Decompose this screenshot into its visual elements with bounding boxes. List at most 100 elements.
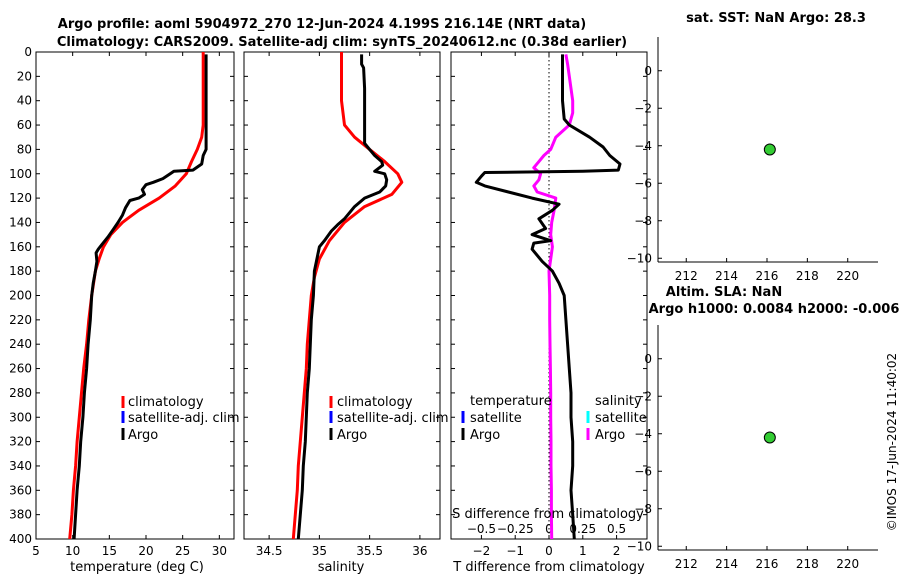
argo-salinity-line	[296, 54, 389, 540]
difference-legend: temperature satellite Argo salinity sate…	[461, 394, 647, 443]
x-tick-label: 10	[65, 544, 80, 558]
x-tick-label: 220	[836, 557, 859, 571]
s-difference-tick-label: −0.5	[467, 522, 496, 536]
x-tick-label: −1	[506, 544, 524, 558]
y-tick-label: 160	[9, 240, 32, 254]
x-tick-label: 0	[545, 544, 553, 558]
y-tick-label: −4	[634, 427, 652, 441]
y-tick-label: 340	[9, 459, 32, 473]
y-tick-label: −8	[634, 214, 652, 228]
x-tick-label: 25	[175, 544, 190, 558]
x-tick-label: 30	[212, 544, 227, 558]
y-tick-label: 0	[644, 64, 652, 78]
y-tick-label: 20	[17, 69, 32, 83]
y-tick-label: 260	[9, 362, 32, 376]
s-difference-tick-label: 0	[545, 522, 553, 536]
y-tick-label: 360	[9, 483, 32, 497]
y-tick-label: −6	[634, 176, 652, 190]
main-title-line1: Argo profile: aoml 5904972_270 12-Jun-20…	[58, 17, 586, 32]
y-tick-label: 280	[9, 386, 32, 400]
y-tick-label: 320	[9, 435, 32, 449]
y-tick-label: 60	[17, 118, 32, 132]
x-tick-label: 216	[756, 269, 779, 283]
legend-t-satellite-label: satellite	[470, 411, 522, 426]
salinity-axis-label: salinity	[318, 560, 365, 575]
legend-climatology-label: climatology	[337, 395, 413, 410]
y-tick-label: −2	[634, 389, 652, 403]
y-tick-label: 0	[24, 45, 32, 59]
y-tick-label: 120	[9, 191, 32, 205]
x-tick-label: 212	[675, 269, 698, 283]
imos-credit: ©IMOS 17-Jun-2024 11:40:02	[885, 353, 899, 531]
x-tick-label: 20	[138, 544, 153, 558]
x-tick-label: 1	[579, 544, 587, 558]
sla-location-marker	[763, 431, 776, 444]
legend-climatology-label: climatology	[128, 395, 204, 410]
legend-s-argo-label: Argo	[595, 428, 625, 443]
argo-temperature-difference-line	[474, 54, 622, 540]
x-tick-label: 5	[32, 544, 40, 558]
y-tick-label: 0	[644, 352, 652, 366]
x-tick-label: 212	[675, 557, 698, 571]
legend-argo-label: Argo	[337, 428, 367, 443]
x-tick-label: 214	[715, 557, 738, 571]
sla-map-panel: 0 −2 −4 −6 −8 −10 212 214 216 218 220	[627, 325, 878, 571]
y-tick-label: 40	[17, 94, 32, 108]
temperature-profile-panel: 0 20 40 60 80 100 120 140 160 180 200 220 240 260 280 3…	[9, 45, 235, 558]
y-tick-label: 180	[9, 264, 32, 278]
legend-s-satellite-label: satellite	[595, 411, 647, 426]
y-tick-label: −4	[634, 139, 652, 153]
s-difference-tick-label: 0.25	[569, 522, 596, 536]
x-tick-label: 36	[412, 544, 427, 558]
y-tick-label: −10	[627, 251, 652, 265]
legend-salinity-heading: salinity	[595, 394, 642, 409]
difference-panel: −2 −1 0 1 2 −0.5 −0.25 0 0.25 0.5	[450, 51, 648, 558]
y-tick-label: 80	[17, 142, 32, 156]
y-tick-label: 140	[9, 215, 32, 229]
y-tick-label: 400	[9, 532, 32, 546]
x-tick-label: 2	[613, 544, 621, 558]
x-tick-label: 218	[796, 557, 819, 571]
sst-location-marker	[763, 143, 776, 156]
s-difference-tick-label: −0.25	[497, 522, 534, 536]
y-tick-label: 220	[9, 313, 32, 327]
y-tick-label: −2	[634, 101, 652, 115]
legend-satellite-label: satellite-adj. clim	[128, 411, 240, 426]
y-tick-label: 240	[9, 337, 32, 351]
t-difference-axis-label: T difference from climatology	[452, 560, 645, 575]
sla-panel-title-line2: Argo h1000: 0.0084 h2000: -0.006	[649, 302, 900, 317]
y-tick-label: 300	[9, 410, 32, 424]
temperature-axis-label: temperature (deg C)	[70, 560, 204, 575]
x-tick-label: −2	[473, 544, 491, 558]
x-tick-label: 35.5	[356, 544, 383, 558]
legend-argo-label: Argo	[128, 428, 158, 443]
y-tick-label: −8	[634, 502, 652, 516]
x-tick-label: 218	[796, 269, 819, 283]
y-tick-label: −10	[627, 539, 652, 553]
sst-map-panel: 0 −2 −4 −6 −8 −10 212 214 216 218 220	[627, 37, 878, 283]
temperature-legend: climatology satellite-adj. clim Argo	[121, 395, 240, 443]
plot-frame	[243, 51, 441, 540]
x-tick-label: 15	[102, 544, 117, 558]
x-tick-label: 34.5	[256, 544, 283, 558]
y-tick-label: 100	[9, 167, 32, 181]
x-tick-label: 220	[836, 269, 859, 283]
y-tick-label: 380	[9, 508, 32, 522]
main-title-line2: Climatology: CARS2009. Satellite-adj cli…	[57, 35, 627, 50]
y-tick-label: 200	[9, 289, 32, 303]
argo-temperature-line	[72, 54, 208, 540]
climatology-temperature-line	[68, 52, 205, 540]
salinity-legend: climatology satellite-adj. clim Argo	[329, 395, 449, 443]
y-tick-label: −6	[634, 464, 652, 478]
legend-t-argo-label: Argo	[470, 428, 500, 443]
x-tick-label: 35	[312, 544, 327, 558]
x-tick-label: 216	[756, 557, 779, 571]
climatology-salinity-line	[291, 52, 404, 540]
legend-satellite-label: satellite-adj. clim	[337, 411, 449, 426]
x-tick-label: 214	[715, 269, 738, 283]
s-difference-axis-label: S difference from climatology	[452, 507, 644, 522]
sst-panel-title: sat. SST: NaN Argo: 28.3	[686, 11, 866, 26]
s-difference-tick-label: 0.5	[607, 522, 626, 536]
sla-panel-title-line1: Altim. SLA: NaN	[666, 285, 782, 300]
